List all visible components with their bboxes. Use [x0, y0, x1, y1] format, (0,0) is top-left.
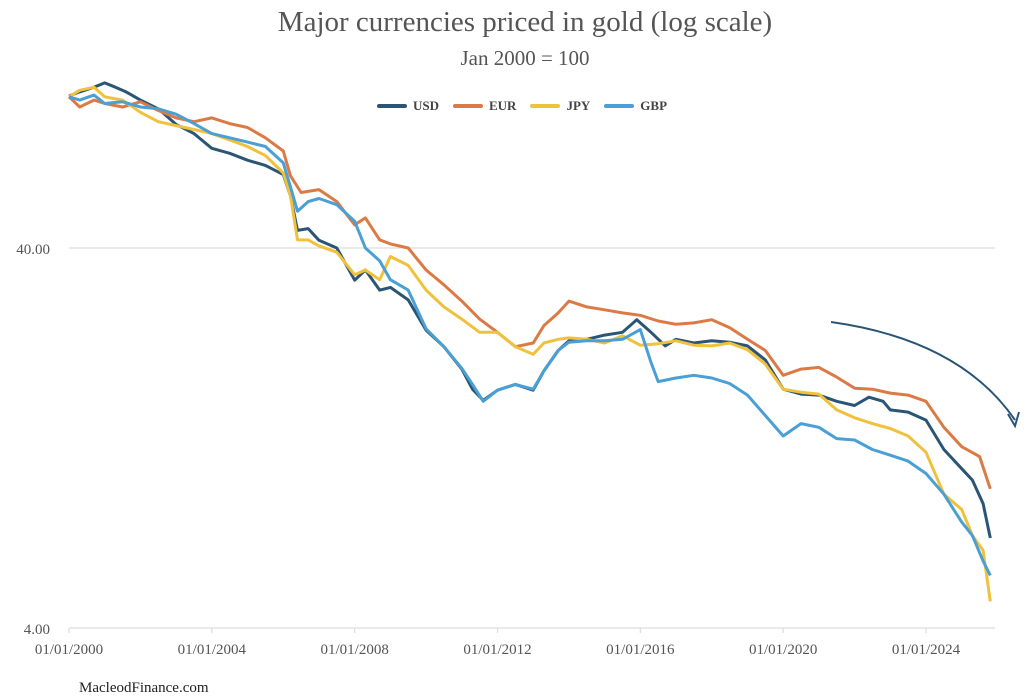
- legend: USD EUR JPY GBP: [0, 98, 1024, 114]
- x-tick-label: 01/01/2020: [749, 642, 817, 658]
- legend-label-eur: EUR: [488, 98, 517, 113]
- legend-item-eur: EUR: [452, 98, 517, 114]
- legend-item-jpy: JPY: [530, 98, 590, 114]
- x-tick-label: 01/01/2024: [892, 642, 961, 658]
- trend-arrow-icon: [830, 321, 1016, 421]
- x-tick-label: 01/01/2012: [463, 642, 531, 658]
- x-tick-label: 01/01/2008: [320, 642, 388, 658]
- chart-title: Major currencies priced in gold (log sca…: [277, 6, 773, 38]
- annotation-layer: [830, 321, 1020, 429]
- chart-subtitle: Jan 2000 = 100: [460, 46, 590, 70]
- legend-item-usd: USD: [376, 98, 439, 114]
- legend-label-jpy: JPY: [566, 98, 591, 113]
- legend-swatch-jpy: [530, 104, 561, 108]
- source-credit: MacleodFinance.com: [79, 680, 209, 696]
- legend-item-gbp: GBP: [604, 98, 667, 114]
- series-line-eur: [67, 95, 992, 490]
- legend-swatch-gbp: [604, 104, 635, 108]
- y-tick-label: 4.00: [24, 622, 50, 638]
- legend-label-gbp: GBP: [640, 98, 668, 113]
- y-tick-label: 40.00: [16, 242, 50, 258]
- legend-swatch-usd: [376, 104, 407, 108]
- x-tick-label: 01/01/2000: [35, 642, 103, 658]
- series-line-gbp: [68, 93, 992, 577]
- legend-label-usd: USD: [412, 98, 439, 113]
- x-tick-label: 01/01/2004: [178, 642, 247, 658]
- grid-layer: [68, 247, 995, 633]
- x-tick-label: 01/01/2016: [606, 642, 675, 658]
- arrow-head-icon: [1007, 411, 1020, 429]
- legend-swatch-eur: [452, 104, 483, 108]
- series-layer: [67, 81, 992, 602]
- series-line-usd: [68, 81, 992, 539]
- tick-layer: 40.00 4.00 01/01/2000 01/01/2004 01/01/2…: [16, 242, 960, 658]
